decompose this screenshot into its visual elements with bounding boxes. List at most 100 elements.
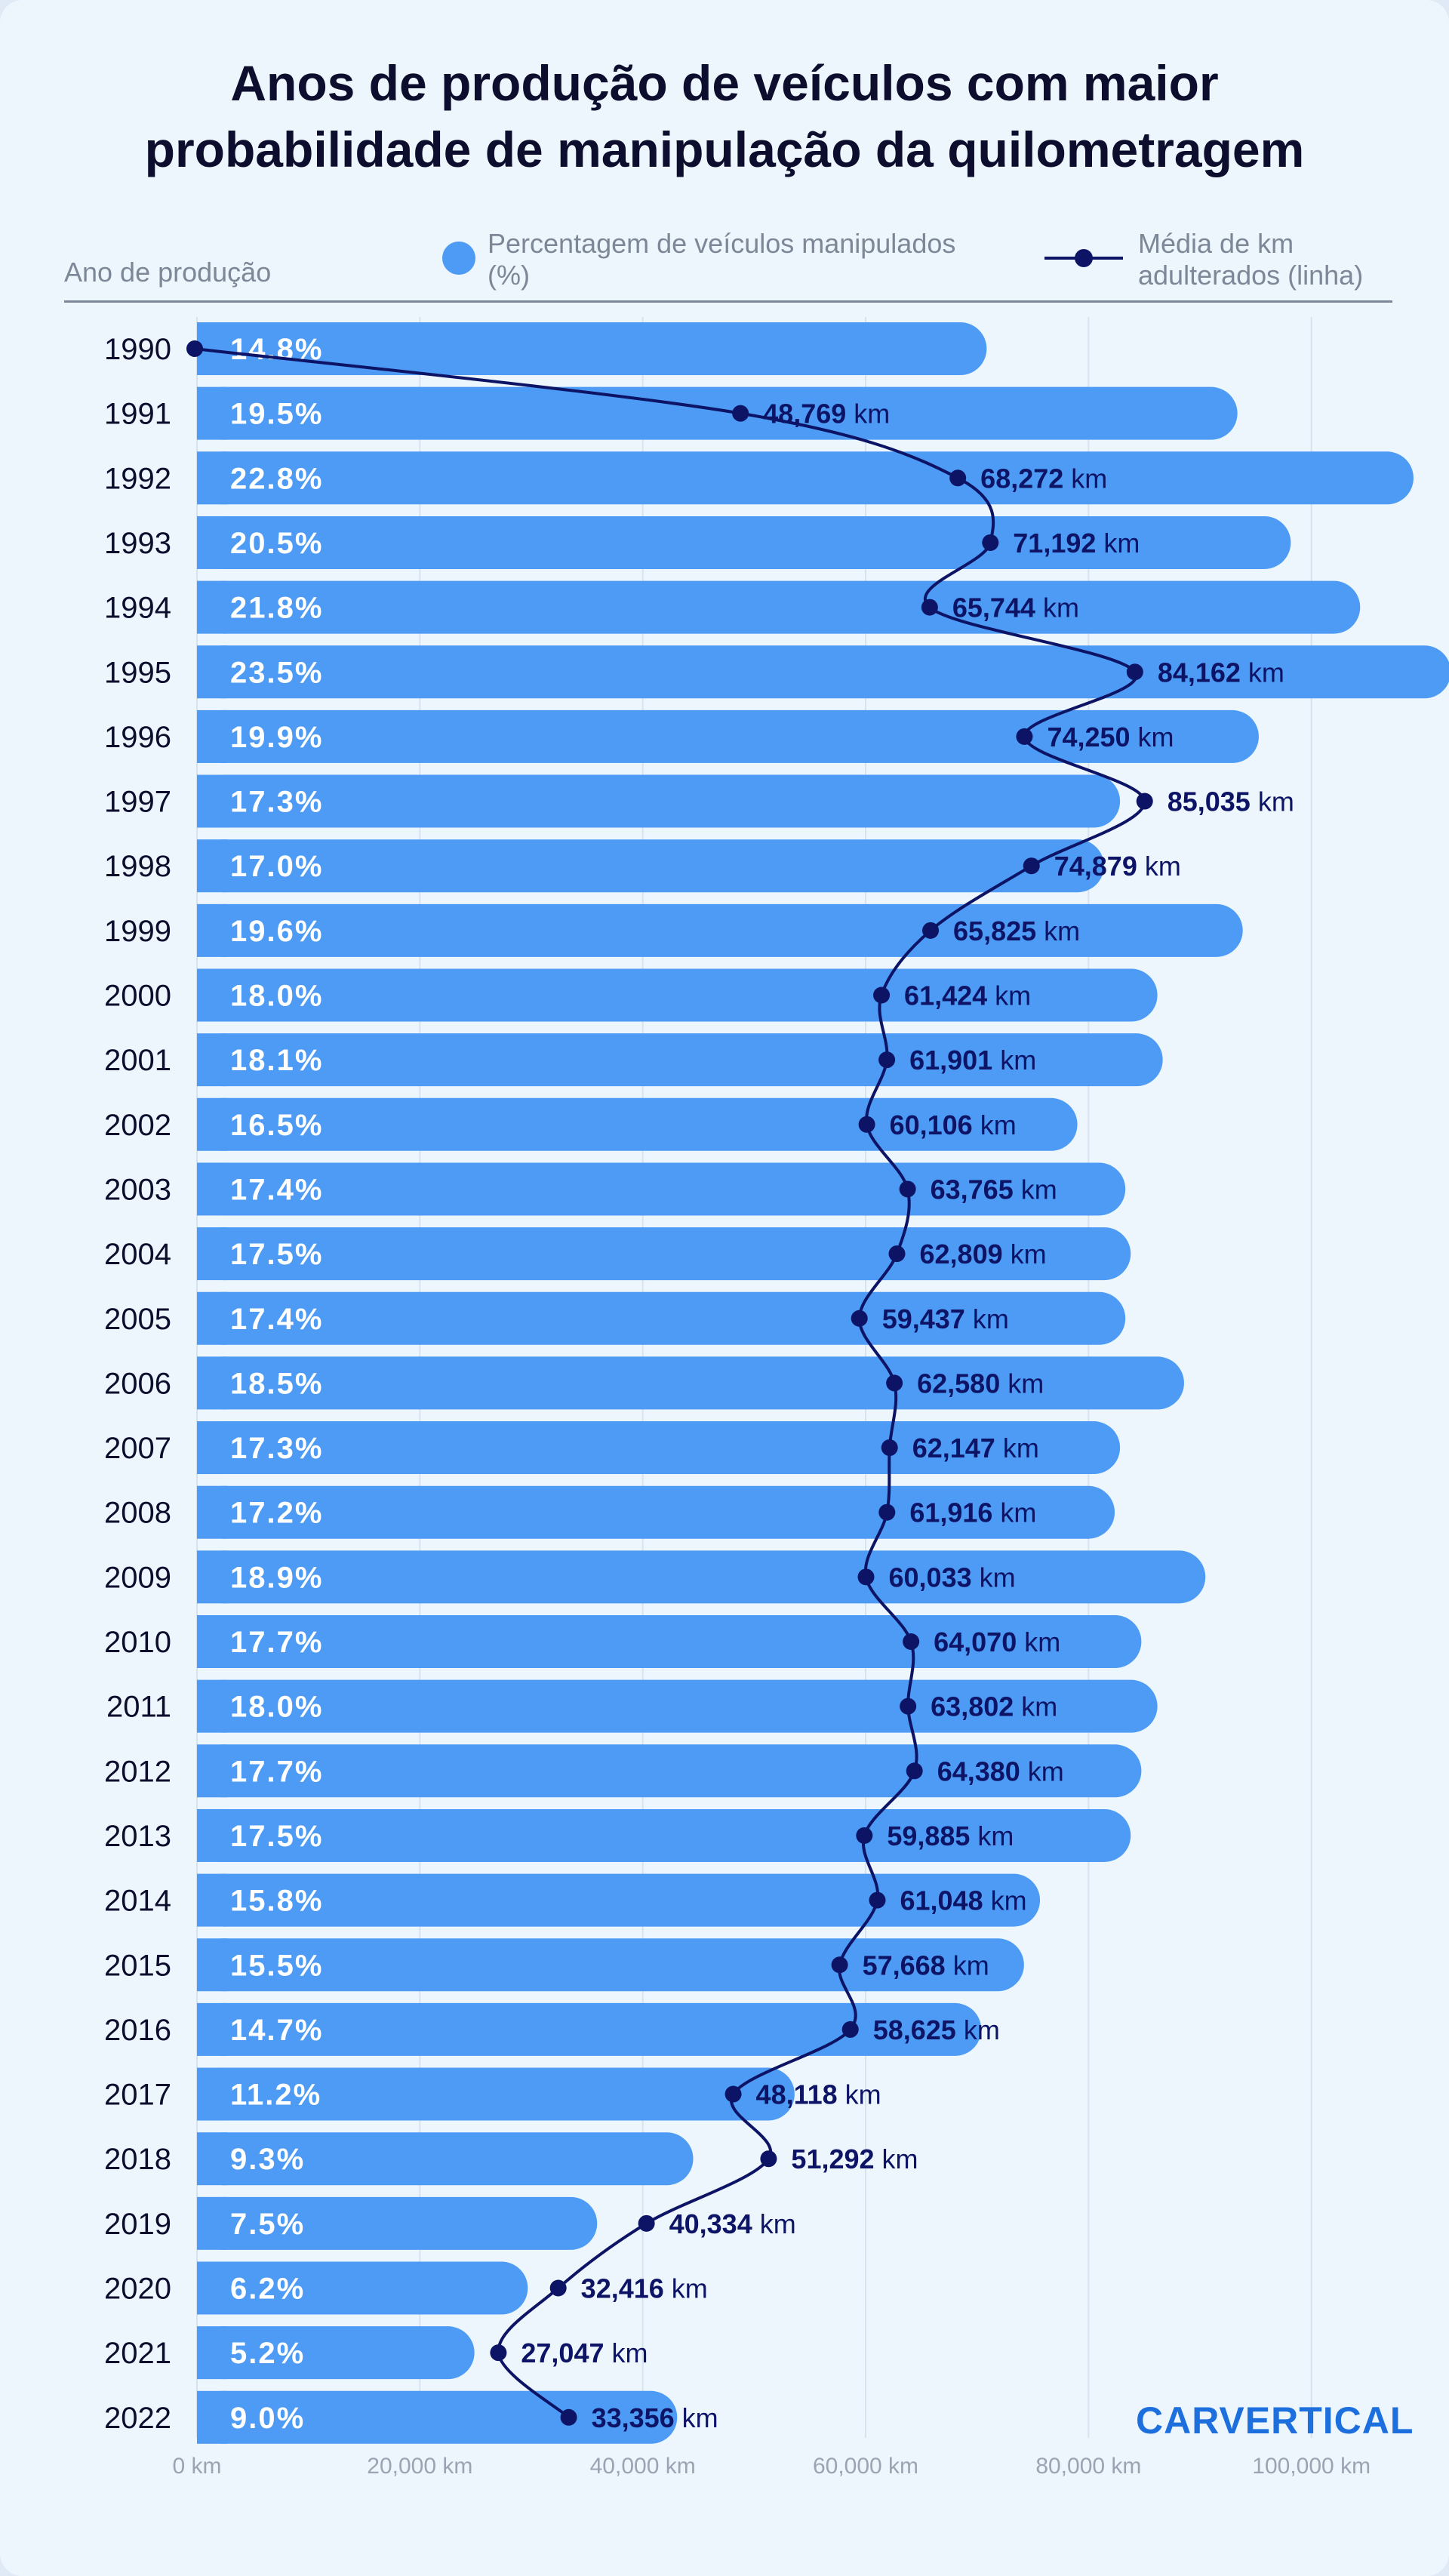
- km-value-label: 68,272 km: [980, 463, 1107, 494]
- bar-left-edge: [197, 2067, 227, 2121]
- bar-left-edge: [197, 1615, 227, 1668]
- bar-left-edge: [197, 451, 227, 505]
- km-point: [949, 469, 967, 487]
- year-label: 1997: [104, 786, 171, 819]
- bar-left-edge: [197, 645, 227, 699]
- year-label: 1994: [104, 592, 171, 625]
- x-tick-label: 60,000 km: [813, 2454, 918, 2479]
- km-value-label: 27,047 km: [521, 2337, 648, 2368]
- km-point: [724, 2085, 742, 2103]
- km-point: [490, 2344, 507, 2362]
- km-value-label: 58,625 km: [873, 2014, 1000, 2045]
- km-value-label: 61,048 km: [900, 1885, 1026, 1916]
- year-label: 2019: [104, 2208, 171, 2241]
- bar: [197, 2067, 795, 2121]
- year-label: 2014: [104, 1885, 171, 1918]
- km-point: [1016, 728, 1033, 745]
- km-value-label: 64,070 km: [934, 1627, 1060, 1657]
- legend-bar-swatch: [442, 242, 475, 275]
- km-point: [857, 1568, 875, 1586]
- bar-left-edge: [197, 1291, 227, 1345]
- bar-value-label: 5.2%: [230, 2337, 305, 2370]
- bar: [197, 1162, 1126, 1216]
- bar-value-label: 17.3%: [230, 1432, 323, 1465]
- bar: [197, 968, 1158, 1022]
- bar-left-edge: [197, 2002, 227, 2056]
- km-point: [900, 1697, 917, 1715]
- km-point: [878, 1051, 896, 1069]
- year-label: 2009: [104, 1561, 171, 1594]
- bar: [197, 839, 1104, 893]
- bar: [197, 1873, 1041, 1927]
- km-value-label: 60,106 km: [890, 1109, 1017, 1140]
- bar-value-label: 16.5%: [230, 1109, 323, 1142]
- title-line-2: probabilidade de manipulação da quilomet…: [144, 122, 1305, 177]
- km-point: [881, 1439, 898, 1457]
- bar-left-edge: [197, 1162, 227, 1216]
- bar-left-edge: [197, 839, 227, 893]
- year-label: 2020: [104, 2273, 171, 2306]
- bar-value-label: 7.5%: [230, 2208, 305, 2241]
- km-point: [888, 1245, 906, 1263]
- km-value-label: 64,380 km: [937, 1756, 1064, 1787]
- year-label: 2005: [104, 1303, 171, 1336]
- bar: [197, 1097, 1078, 1151]
- km-value-label: 33,356 km: [592, 2402, 718, 2433]
- bar-value-label: 6.2%: [230, 2273, 305, 2306]
- km-point: [921, 599, 938, 616]
- bar: [197, 580, 1361, 634]
- bar-value-label: 22.8%: [230, 462, 323, 495]
- bar-left-edge: [197, 1808, 227, 1862]
- year-label: 2004: [104, 1238, 171, 1271]
- km-point: [886, 1374, 903, 1392]
- year-label: 1995: [104, 656, 171, 689]
- km-point: [873, 986, 891, 1004]
- bar: [197, 451, 1414, 505]
- bar-left-edge: [197, 1938, 227, 1992]
- bar-left-edge: [197, 709, 227, 763]
- bar: [197, 2132, 694, 2186]
- year-label: 1992: [104, 462, 171, 495]
- bar-value-label: 17.0%: [230, 850, 323, 883]
- y-axis-header: Ano de produção: [64, 257, 272, 288]
- km-value-label: 59,437 km: [882, 1303, 1009, 1334]
- x-tick-label: 100,000 km: [1252, 2454, 1371, 2479]
- year-label: 2018: [104, 2143, 171, 2176]
- km-value-label: 63,765 km: [931, 1174, 1057, 1205]
- legend-bar-label: Percentagem de veículos manipulados (%): [488, 228, 956, 291]
- bar: [197, 903, 1243, 957]
- bar-left-edge: [197, 2196, 227, 2250]
- bar: [197, 1291, 1126, 1345]
- km-value-label: 63,802 km: [931, 1691, 1057, 1722]
- bar: [197, 1808, 1131, 1862]
- legend-line-swatch: [1044, 249, 1123, 267]
- km-value-label: 74,250 km: [1047, 722, 1174, 752]
- bar-left-edge: [197, 386, 227, 440]
- km-point: [186, 340, 203, 357]
- km-value-label: 61,916 km: [909, 1497, 1036, 1528]
- km-point: [878, 1503, 896, 1521]
- x-tick-label: 20,000 km: [367, 2454, 472, 2479]
- bar-value-label: 18.0%: [230, 980, 323, 1013]
- bar-value-label: 19.5%: [230, 398, 323, 431]
- bar-left-edge: [197, 1873, 227, 1927]
- bar-value-label: 17.3%: [230, 786, 323, 819]
- bar-value-label: 17.4%: [230, 1303, 323, 1336]
- bar-value-label: 15.8%: [230, 1885, 323, 1918]
- x-tick-label: 40,000 km: [590, 2454, 696, 2479]
- bar: [197, 516, 1291, 569]
- bar-value-label: 15.5%: [230, 1949, 323, 1982]
- km-value-label: 57,668 km: [863, 1950, 989, 1980]
- bar-value-label: 21.8%: [230, 592, 323, 625]
- km-value-label: 61,424 km: [904, 980, 1031, 1011]
- km-point: [831, 1956, 848, 1974]
- bar: [197, 1485, 1115, 1539]
- title-line-1: Anos de produção de veículos com maior: [230, 55, 1219, 111]
- bar: [197, 2002, 982, 2056]
- km-point: [1023, 857, 1040, 875]
- bar-left-edge: [197, 2132, 227, 2186]
- year-label: 1998: [104, 850, 171, 883]
- bar-value-label: 11.2%: [230, 2079, 321, 2112]
